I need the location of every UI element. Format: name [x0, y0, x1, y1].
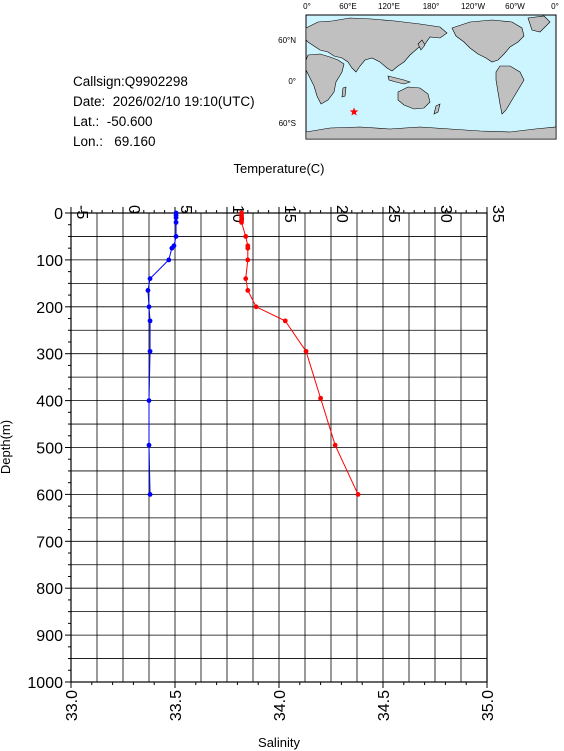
- new-zealand-landmass: [433, 103, 441, 115]
- depth-tick-label: 200: [36, 300, 63, 317]
- north-america-landmass: [451, 19, 525, 63]
- map-land: [305, 15, 557, 140]
- salinity-data-point: [332, 442, 338, 448]
- latitude-text: Lat.: -50.600: [73, 114, 153, 129]
- station-marker-star-icon: [349, 107, 359, 116]
- map-lon-label: 0°: [551, 2, 559, 11]
- temperature-tick-label: 20: [333, 205, 350, 223]
- depth-tick-label: 800: [36, 581, 63, 598]
- depth-tick-label: 900: [36, 628, 63, 645]
- map-lon-label: 120°W: [461, 2, 486, 11]
- depth-tick-label: 100: [36, 253, 63, 270]
- depth-tick-label: 1000: [27, 675, 63, 692]
- salinity-data-point: [282, 318, 288, 324]
- map-lat-label: 60°N: [278, 36, 296, 45]
- temperature-data-point: [173, 219, 179, 225]
- salinity-data-point: [245, 257, 251, 263]
- salinity-data-point: [253, 304, 259, 310]
- temperature-data-point: [169, 245, 175, 251]
- temperature-tick-label: 25: [385, 205, 402, 223]
- salinity-data-point: [245, 245, 251, 251]
- temperature-tick-label: 15: [281, 205, 298, 223]
- map-lon-label: 120°E: [378, 2, 400, 11]
- temperature-tick-label: 30: [437, 205, 454, 223]
- longitude-text: Lon.: 69.160: [73, 134, 156, 149]
- temperature-tick-labels: -5 0 5 10 15 20 25 30 35: [73, 205, 506, 223]
- indonesia-landmass: [387, 75, 411, 85]
- temperature-data-point: [146, 398, 152, 403]
- salinity-tick-label: 34.0: [272, 690, 289, 721]
- map-lon-label: 60°E: [339, 2, 356, 11]
- salinity-tick-labels: 33.0 33.5 34.0 34.5 35.0: [64, 690, 497, 721]
- salinity-tick-label: 33.0: [64, 690, 81, 721]
- depth-tick-labels: 0 100 200 300 400 500 600 700 800 900 1000: [27, 206, 63, 692]
- japan-landmass: [417, 39, 426, 51]
- salinity-data-point: [355, 492, 361, 497]
- date-text: Date: 2026/02/10 19:10(UTC): [73, 94, 255, 109]
- salinity-tick-label: 33.5: [168, 690, 185, 721]
- map-lon-labels: 0° 60°E 120°E 180° 120°W 60°W 0°: [303, 2, 559, 11]
- temperature-tick-label: 35: [489, 205, 506, 223]
- depth-tick-label: 600: [36, 487, 63, 504]
- chart-ticks: [65, 207, 488, 688]
- map-lat-labels: 60°N 0° 60°S: [278, 36, 296, 128]
- salinity-tick-label: 35.0: [480, 690, 497, 721]
- greenland-landmass: [527, 15, 551, 33]
- australia-landmass: [397, 86, 431, 110]
- temperature-data-point: [166, 257, 172, 263]
- eurasia-landmass: [305, 17, 448, 73]
- callsign-text: Callsign:Q9902298: [73, 74, 188, 89]
- temperature-tick-label: 0: [125, 205, 142, 214]
- map-lon-label: 60°W: [505, 2, 525, 11]
- antarctica-landmass: [305, 126, 557, 140]
- depth-axis-title: Depth(m): [0, 420, 13, 474]
- world-map: 0° 60°E 120°E 180° 120°W 60°W 0° 60°N 0°…: [278, 2, 559, 140]
- map-lat-label: 60°S: [279, 119, 296, 128]
- temperature-data-point: [145, 287, 151, 293]
- temperature-tick-label: 5: [177, 205, 194, 214]
- map-lon-label: 180°: [423, 2, 440, 11]
- temperature-data-point: [146, 304, 152, 310]
- temperature-axis-title: Temperature(C): [233, 161, 324, 176]
- salinity-data-point: [243, 276, 249, 282]
- data-series: [145, 210, 361, 497]
- temperature-data-point: [147, 492, 153, 497]
- depth-tick-label: 0: [54, 206, 63, 223]
- chart-grid: [70, 212, 488, 683]
- salinity-data-point: [303, 348, 309, 354]
- map-lat-label: 0°: [288, 77, 296, 86]
- africa-landmass: [305, 53, 345, 105]
- salinity-data-point: [243, 234, 249, 239]
- temperature-data-point: [173, 215, 179, 221]
- station-info: Callsign:Q9902298 Date: 2026/02/10 19:10…: [73, 72, 255, 152]
- salinity-tick-label: 34.5: [376, 690, 393, 721]
- madagascar-landmass: [341, 86, 347, 98]
- temperature-tick-label: -5: [73, 205, 90, 219]
- temperature-data-point: [147, 276, 153, 282]
- salinity-data-point: [239, 219, 244, 225]
- temperature-data-point: [147, 348, 153, 354]
- temperature-data-point: [173, 234, 179, 239]
- temperature-data-point: [146, 442, 152, 448]
- depth-tick-label: 400: [36, 394, 63, 411]
- depth-tick-label: 500: [36, 441, 63, 458]
- depth-tick-label: 700: [36, 534, 63, 551]
- temperature-data-point: [147, 318, 153, 324]
- salinity-data-point: [318, 395, 323, 401]
- salinity-data-point: [245, 287, 251, 293]
- salinity-axis-title: Salinity: [258, 735, 300, 750]
- south-america-landmass: [495, 65, 525, 115]
- map-lon-label: 0°: [303, 2, 311, 11]
- depth-tick-label: 300: [36, 347, 63, 364]
